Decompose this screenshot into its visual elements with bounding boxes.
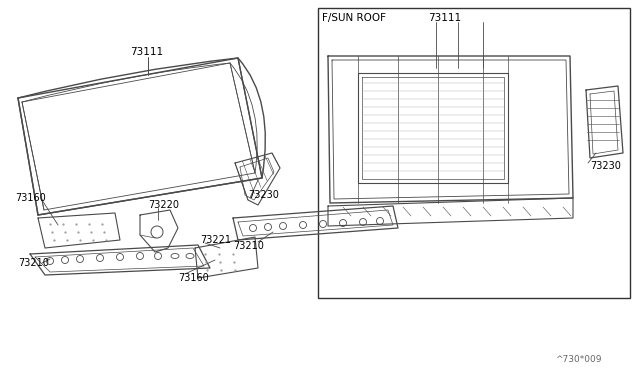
Text: 73160: 73160	[15, 193, 45, 203]
Text: 73111: 73111	[428, 13, 461, 23]
Text: 73230: 73230	[590, 161, 621, 171]
Text: 73221: 73221	[200, 235, 231, 245]
Text: 73160: 73160	[178, 273, 209, 283]
Bar	[318, 8, 630, 298]
Text: 73111: 73111	[130, 47, 163, 57]
Text: F/SUN ROOF: F/SUN ROOF	[322, 13, 386, 23]
Text: 73210: 73210	[233, 241, 264, 251]
Text: 73220: 73220	[148, 200, 179, 210]
Text: 73210: 73210	[18, 258, 49, 268]
Text: 73230: 73230	[248, 190, 279, 200]
Text: ^730*009: ^730*009	[555, 356, 602, 365]
